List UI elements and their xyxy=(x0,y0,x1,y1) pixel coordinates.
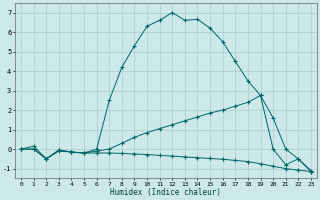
X-axis label: Humidex (Indice chaleur): Humidex (Indice chaleur) xyxy=(110,188,221,197)
